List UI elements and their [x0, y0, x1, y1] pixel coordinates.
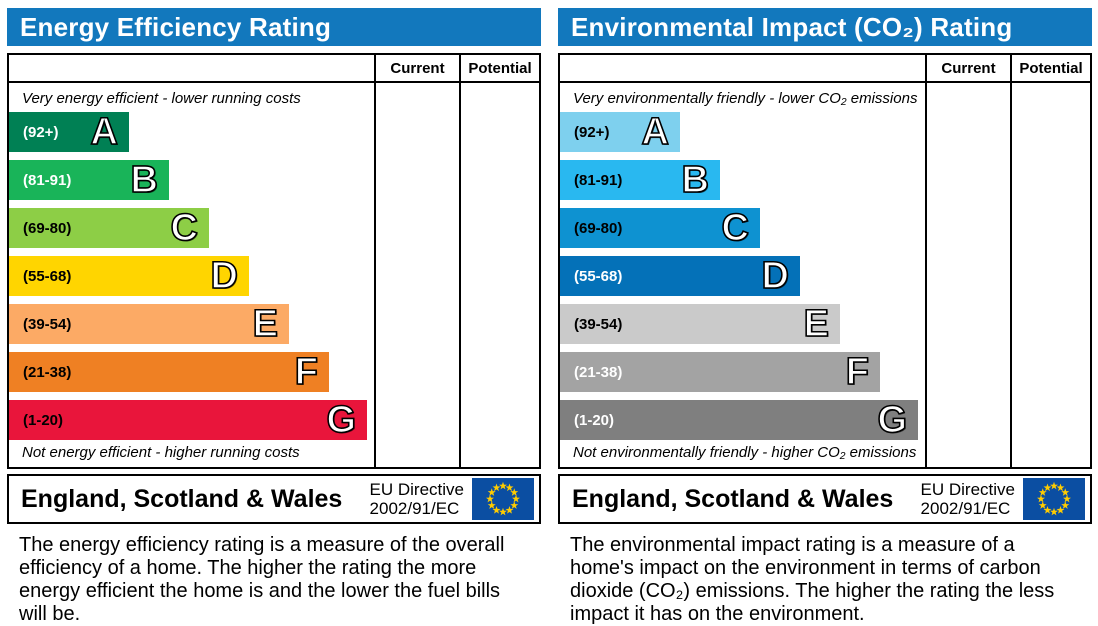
band-range-label: (1-20): [574, 411, 615, 429]
rating-band-f: (21-38) F: [9, 352, 329, 392]
band-letter: A: [641, 111, 670, 153]
band-range-label: (69-80): [23, 219, 72, 237]
rating-band-a: (92+) A: [560, 112, 680, 152]
energy-potential-value-column: [459, 83, 539, 467]
band-letter: D: [761, 255, 790, 297]
region-label: England, Scotland & Wales: [21, 484, 343, 513]
rating-band-g: (1-20) G: [9, 400, 367, 440]
band-range-label: (69-80): [574, 219, 623, 237]
rating-band-c: (69-80) C: [560, 208, 760, 248]
energy-bottom-caption: Not energy efficient - higher running co…: [22, 444, 300, 461]
band-range-label: (39-54): [574, 315, 623, 333]
band-range-label: (39-54): [23, 315, 72, 333]
energy-current-value-column: [374, 83, 459, 467]
column-header-potential: Potential: [1010, 55, 1090, 83]
eu-flag-icon: [1023, 478, 1085, 520]
band-letter: G: [326, 399, 357, 441]
band-range-label: (81-91): [23, 171, 72, 189]
energy-chart-title: Energy Efficiency Rating: [7, 8, 541, 46]
eu-directive-label: EU Directive 2002/91/EC: [921, 480, 1015, 518]
rating-band-f: (21-38) F: [560, 352, 880, 392]
band-range-label: (55-68): [23, 267, 72, 285]
band-range-label: (21-38): [23, 363, 72, 381]
eu-directive-line2: 2002/91/EC: [369, 499, 460, 518]
energy-description: The energy efficiency rating is a measur…: [19, 534, 505, 625]
band-letter: F: [845, 351, 870, 393]
header-blank-cell: [560, 55, 925, 83]
band-range-label: (81-91): [574, 171, 623, 189]
band-letter: C: [170, 207, 199, 249]
rating-band-d: (55-68) D: [560, 256, 800, 296]
environmental-current-value-column: [925, 83, 1010, 467]
band-range-label: (92+): [23, 123, 59, 141]
band-range-label: (92+): [574, 123, 610, 141]
eu-directive-label: EU Directive 2002/91/EC: [370, 480, 464, 518]
band-range-label: (1-20): [23, 411, 64, 429]
band-range-label: (21-38): [574, 363, 623, 381]
band-letter: E: [803, 303, 830, 345]
rating-band-g: (1-20) G: [560, 400, 918, 440]
environmental-bottom-caption: Not environmentally friendly - higher CO…: [573, 444, 917, 461]
environmental-impact-chart: Environmental Impact (CO₂) Rating Curren…: [558, 8, 1092, 626]
band-letter: A: [90, 111, 119, 153]
band-range-label: (55-68): [574, 267, 623, 285]
environmental-footer-bar: England, Scotland & Wales EU Directive 20…: [558, 474, 1092, 524]
energy-top-caption: Very energy efficient - lower running co…: [22, 90, 301, 107]
header-blank-cell: [9, 55, 374, 83]
region-label: England, Scotland & Wales: [572, 484, 894, 513]
rating-band-d: (55-68) D: [9, 256, 249, 296]
band-letter: C: [721, 207, 750, 249]
band-letter: E: [252, 303, 279, 345]
environmental-top-caption: Very environmentally friendly - lower CO…: [573, 90, 918, 107]
band-letter: B: [681, 159, 710, 201]
energy-footer-bar: England, Scotland & Wales EU Directive 20…: [7, 474, 541, 524]
band-letter: D: [210, 255, 239, 297]
energy-band-list: (92+) A (81-91) B (69-80) C (55-68) D (39-54) E (2…: [9, 112, 374, 440]
column-header-current: Current: [374, 55, 459, 83]
column-header-current: Current: [925, 55, 1010, 83]
rating-band-e: (39-54) E: [560, 304, 840, 344]
rating-band-b: (81-91) B: [560, 160, 720, 200]
rating-band-a: (92+) A: [9, 112, 129, 152]
rating-band-b: (81-91) B: [9, 160, 169, 200]
environmental-bands-area: Very environmentally friendly - lower CO…: [560, 83, 925, 467]
rating-band-e: (39-54) E: [9, 304, 289, 344]
environmental-potential-value-column: [1010, 83, 1090, 467]
environmental-band-list: (92+) A (81-91) B (69-80) C (55-68) D (39-54) E (2…: [560, 112, 925, 440]
band-letter: G: [877, 399, 908, 441]
column-header-potential: Potential: [459, 55, 539, 83]
energy-bands-area: Very energy efficient - lower running co…: [9, 83, 374, 467]
eu-directive-line1: EU Directive: [920, 480, 1015, 499]
eu-directive-line1: EU Directive: [369, 480, 464, 499]
environmental-chart-title: Environmental Impact (CO₂) Rating: [558, 8, 1092, 46]
eu-directive-line2: 2002/91/EC: [920, 499, 1011, 518]
epc-ratings-page: Energy Efficiency Rating Current Potenti…: [7, 8, 1098, 626]
eu-flag-icon: [472, 478, 534, 520]
band-letter: B: [130, 159, 159, 201]
environmental-description: The environmental impact rating is a mea…: [570, 534, 1055, 625]
energy-efficiency-chart: Energy Efficiency Rating Current Potenti…: [7, 8, 541, 626]
environmental-rating-table: Current Potential Very environmentally f…: [558, 53, 1092, 469]
band-letter: F: [294, 351, 319, 393]
rating-band-c: (69-80) C: [9, 208, 209, 248]
energy-rating-table: Current Potential Very energy efficient …: [7, 53, 541, 469]
